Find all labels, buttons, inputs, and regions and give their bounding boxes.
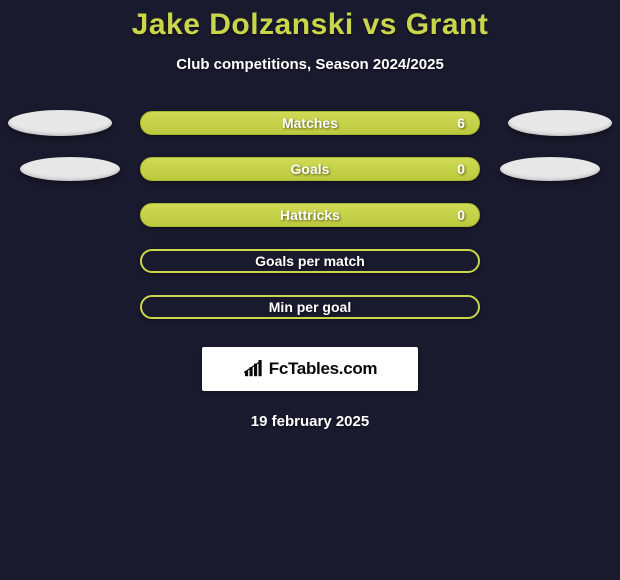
comparison-infographic: Jake Dolzanski vs Grant Club competition… (0, 0, 620, 430)
stat-label: Goals per match (255, 253, 365, 269)
player-left-ellipse (20, 157, 120, 181)
page-subtitle: Club competitions, Season 2024/2025 (176, 56, 444, 73)
player-left-ellipse (8, 110, 112, 136)
stat-row: Min per goal (0, 295, 620, 319)
stat-row: Goals 0 (0, 157, 620, 181)
stat-label: Matches (282, 115, 338, 131)
barchart-icon (243, 360, 265, 378)
player-right-ellipse (508, 110, 612, 136)
snapshot-date: 19 february 2025 (251, 413, 369, 430)
stat-bar-matches: Matches 6 (140, 111, 480, 135)
player-right-ellipse (500, 157, 600, 181)
stat-value: 0 (457, 207, 465, 223)
brand-logo: FcTables.com (202, 347, 418, 391)
stat-rows: Matches 6 Goals 0 Hattricks 0 Goals per … (0, 111, 620, 319)
stat-row: Matches 6 (0, 111, 620, 135)
stat-bar-goals: Goals 0 (140, 157, 480, 181)
stat-value: 0 (457, 161, 465, 177)
page-title: Jake Dolzanski vs Grant (132, 8, 489, 42)
stat-bar-goals-per-match: Goals per match (140, 249, 480, 273)
brand-logo-inner: FcTables.com (243, 359, 378, 379)
stat-label: Goals (291, 161, 330, 177)
stat-label: Hattricks (280, 207, 340, 223)
brand-name: FcTables.com (269, 359, 378, 379)
stat-bar-hattricks: Hattricks 0 (140, 203, 480, 227)
stat-row: Hattricks 0 (0, 203, 620, 227)
stat-row: Goals per match (0, 249, 620, 273)
stat-bar-min-per-goal: Min per goal (140, 295, 480, 319)
stat-label: Min per goal (269, 299, 351, 315)
stat-value: 6 (457, 115, 465, 131)
